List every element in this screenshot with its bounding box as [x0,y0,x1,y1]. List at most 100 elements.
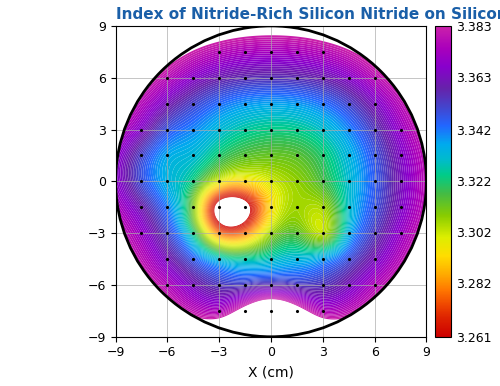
Point [267,178,275,185]
Point [267,178,275,185]
Point [267,178,275,185]
Point [267,178,275,185]
Point [267,178,275,185]
Point [267,178,275,185]
Point [267,178,275,185]
Point [267,178,275,185]
Point [267,178,275,185]
Point [267,178,275,185]
Point [267,178,275,185]
Point [267,178,275,185]
Point [267,178,275,185]
Point [267,178,275,185]
Point [267,178,275,185]
Point [267,178,275,185]
Point [267,178,275,185]
Point [267,178,275,185]
Point [267,178,275,185]
Point [267,178,275,185]
Point [267,178,275,185]
Point [267,178,275,185]
Point [267,178,275,185]
Point [267,178,275,185]
Point [267,178,275,185]
Point [267,178,275,185]
Point [267,178,275,185]
Point [267,178,275,185]
Point [267,178,275,185]
Point [267,178,275,185]
Point [267,178,275,185]
Point [267,178,275,185]
Point [267,178,275,185]
Point [267,178,275,185]
Point [267,178,275,185]
Point [267,178,275,185]
Point [267,178,275,185]
Point [267,178,275,185]
Point [267,178,275,185]
Point [267,178,275,185]
Point [267,178,275,185]
Point [267,178,275,185]
Point [267,178,275,185]
Point [267,178,275,185]
Point [267,178,275,185]
Point [267,178,275,185]
Point [267,178,275,185]
Point [267,178,275,185]
Point [267,178,275,185]
Point [267,178,275,185]
Point [267,178,275,185]
Point [267,178,275,185]
Point [267,178,275,185]
Point [267,178,275,185]
Point [267,178,275,185]
Point [267,178,275,185]
Point [267,178,275,185]
Point [267,178,275,185]
Point [267,178,275,185]
Point [267,178,275,185]
Point [267,178,275,185]
Point [267,178,275,185]
Point [267,178,275,185]
Point [267,178,275,185]
Point [267,178,275,185]
Point [267,178,275,185]
Point [267,178,275,185]
Point [267,178,275,185]
Point [267,178,275,185]
Point [267,178,275,185]
Point [267,178,275,185]
Point [267,178,275,185]
Point [267,178,275,185]
Point [267,178,275,185]
X-axis label: X (cm): X (cm) [248,365,294,379]
Point [267,178,275,185]
Point [267,178,275,185]
Point [267,178,275,185]
Point [267,178,275,185]
Point [267,178,275,185]
Point [267,178,275,185]
Point [267,178,275,185]
Point [267,178,275,185]
Point [267,178,275,185]
Text: Index of Nitride-Rich Silicon Nitride on Silicon: Index of Nitride-Rich Silicon Nitride on… [116,7,500,22]
Point [267,178,275,185]
Point [267,178,275,185]
Point [267,178,275,185]
Point [267,178,275,185]
Point [267,178,275,185]
Point [267,178,275,185]
Point [267,178,275,185]
Point [267,178,275,185]
Point [267,178,275,185]
Point [267,178,275,185]
Point [267,178,275,185]
Point [267,178,275,185]
Point [267,178,275,185]
Point [267,178,275,185]
Point [267,178,275,185]
